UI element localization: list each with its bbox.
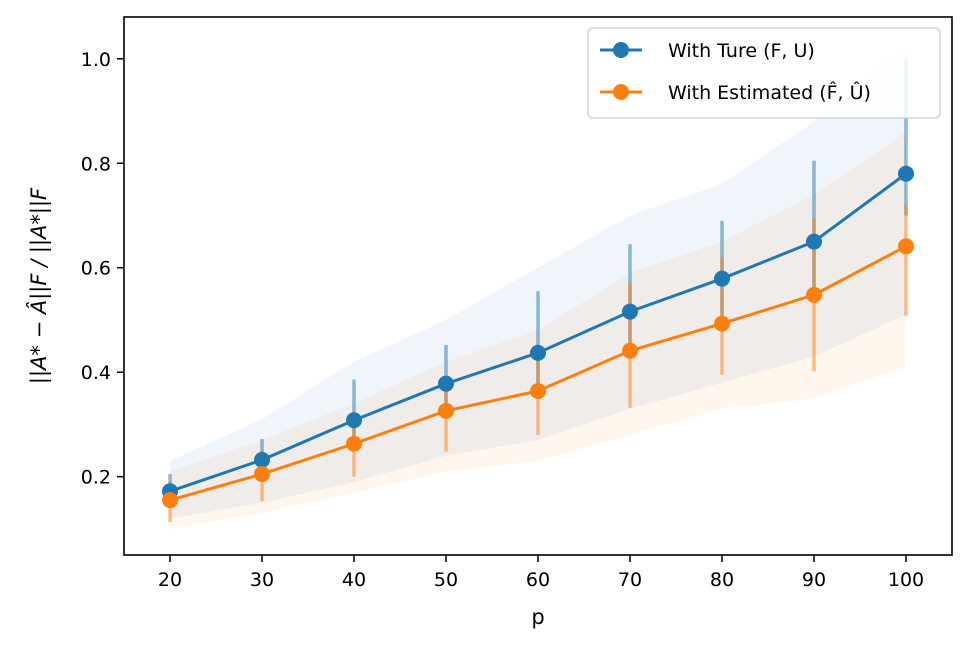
y-tick-label: 0.4	[81, 362, 111, 384]
point-series-1-8	[898, 238, 914, 255]
point-series-0-2	[346, 412, 362, 429]
legend-label-0: With Ture (F, U)	[668, 40, 815, 62]
point-series-1-4	[530, 382, 546, 399]
y-tick-label: 0.2	[81, 467, 111, 489]
y-tick-label: 0.6	[81, 258, 111, 280]
legend-marker-1	[613, 84, 629, 100]
x-tick-label: 80	[710, 569, 734, 591]
y-tick-label: 1.0	[81, 49, 111, 71]
x-tick-label: 20	[158, 569, 182, 591]
x-tick-label: 40	[342, 569, 366, 591]
legend-box	[587, 27, 941, 119]
legend: With Ture (F, U) With Estimated (F̂, Û)	[587, 27, 941, 119]
point-series-0-1	[254, 451, 270, 468]
x-tick-label: 70	[618, 569, 642, 591]
point-series-0-3	[438, 375, 454, 392]
point-series-1-6	[714, 315, 730, 332]
x-tick-label: 100	[888, 569, 924, 591]
x-tick-label: 90	[802, 569, 826, 591]
series-markers	[162, 165, 914, 509]
point-series-0-5	[622, 303, 638, 320]
point-series-0-7	[806, 233, 822, 250]
legend-label-1: With Estimated (F̂, Û)	[668, 80, 871, 104]
point-series-1-3	[438, 402, 454, 419]
x-tick-label: 30	[250, 569, 274, 591]
point-series-1-7	[806, 286, 822, 303]
point-series-0-8	[898, 165, 914, 182]
y-tick-label: 0.8	[81, 153, 111, 175]
point-series-1-2	[346, 435, 362, 452]
point-series-1-5	[622, 342, 638, 359]
y-axis-ticks: 0.2 0.4 0.6 0.8 1.0	[81, 49, 124, 489]
y-axis-label-text: ||A* − Â||F / ||A*||F	[26, 187, 52, 384]
x-axis-ticks: 20 30 40 50 60 70 80 90 100	[158, 555, 924, 591]
x-tick-label: 60	[526, 569, 550, 591]
y-axis-label: ||A* − Â||F / ||A*||F	[26, 187, 52, 384]
point-series-0-6	[714, 270, 730, 287]
x-axis-label: p	[531, 605, 544, 629]
x-tick-label: 50	[434, 569, 458, 591]
point-series-1-1	[254, 466, 270, 483]
point-series-0-4	[530, 344, 546, 361]
point-series-1-0	[162, 492, 178, 509]
legend-marker-0	[613, 42, 629, 58]
